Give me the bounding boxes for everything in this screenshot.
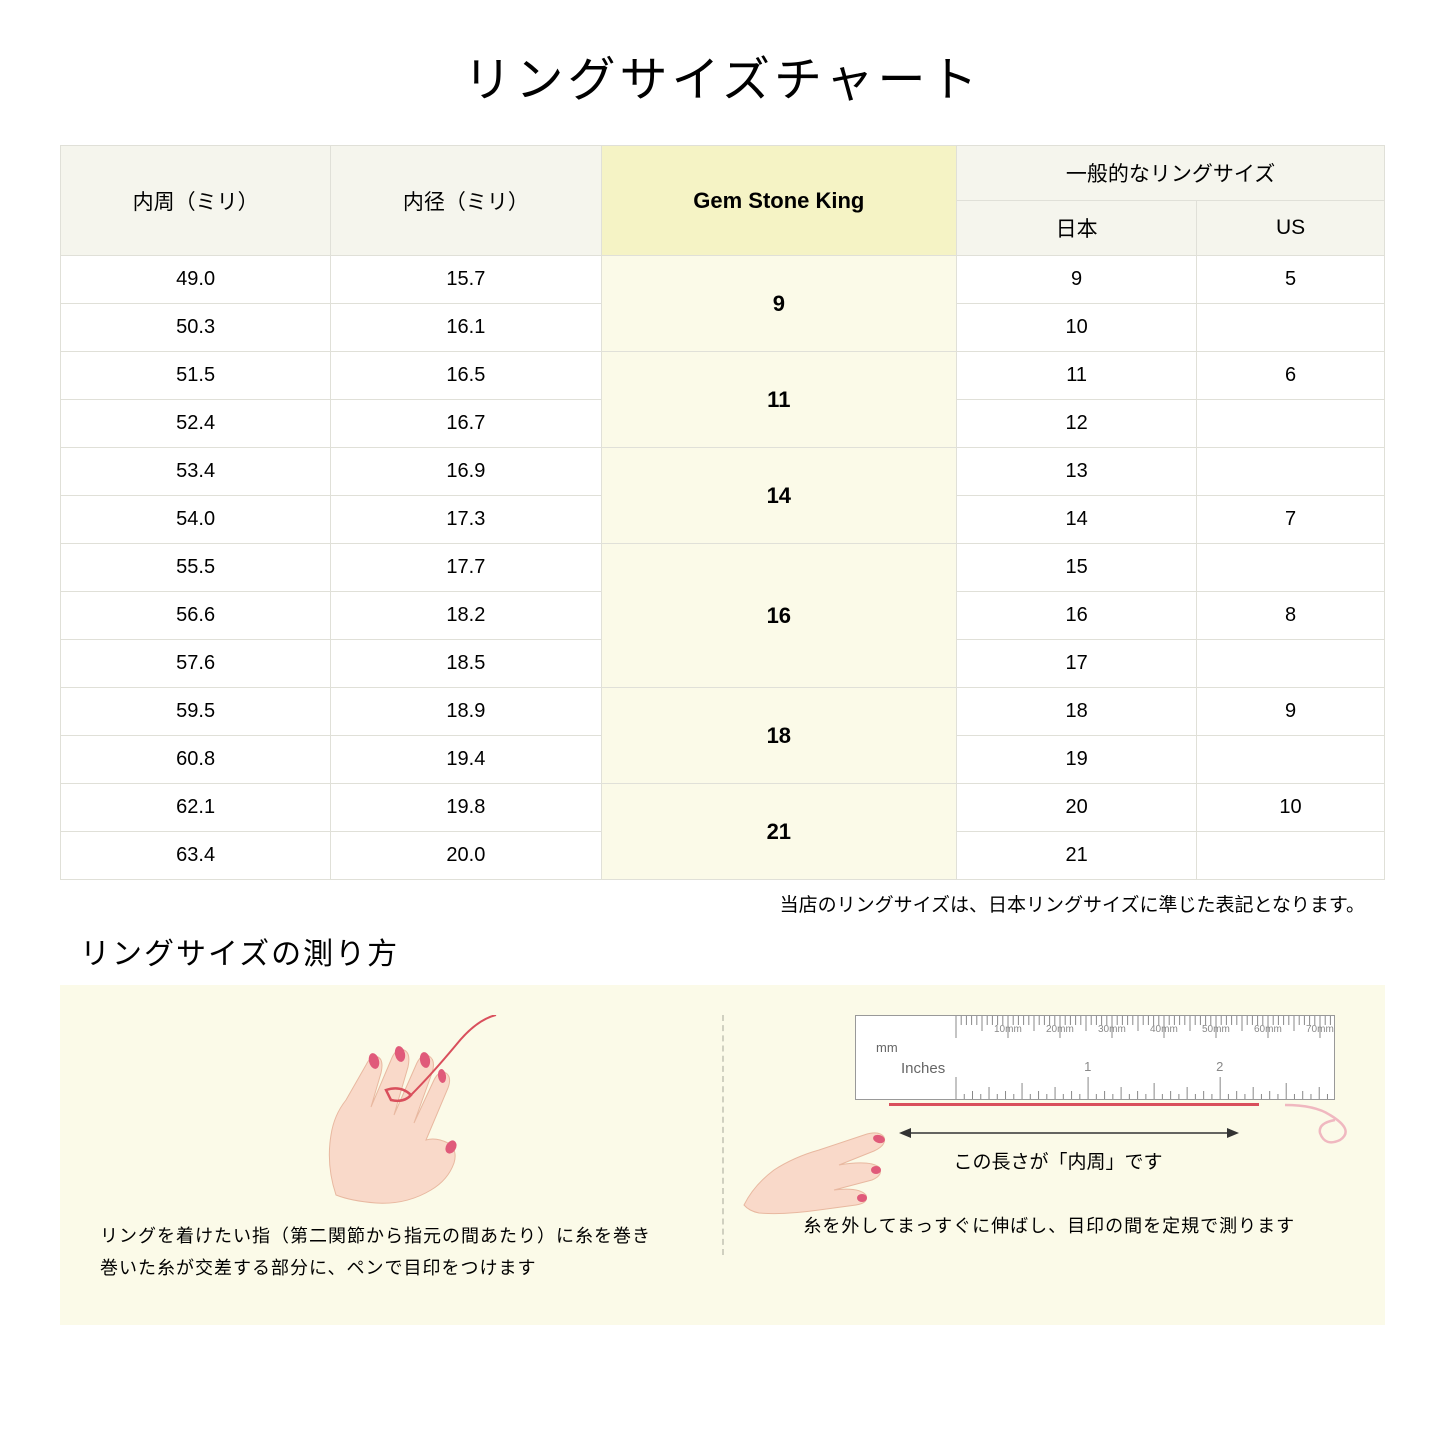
cell-japan: 12 [957,400,1197,448]
cell-us [1197,832,1385,880]
cell-us: 8 [1197,592,1385,640]
cell-diameter: 16.7 [331,400,601,448]
cell-diameter: 17.7 [331,544,601,592]
cell-us [1197,448,1385,496]
ruler-illustration: mm Inches 10mm20mm30mm40mm50mm60mm70mm 1… [855,1015,1335,1100]
page-title: リングサイズチャート [60,40,1385,110]
cell-circumference: 62.1 [61,784,331,832]
cell-circumference: 60.8 [61,736,331,784]
cell-japan: 19 [957,736,1197,784]
cell-gsk: 11 [601,352,957,448]
length-label: この長さが「内周」です [954,1147,1163,1174]
ruler-mm-tick-label: 30mm [1098,1024,1126,1035]
cell-diameter: 16.9 [331,448,601,496]
cell-us [1197,736,1385,784]
header-circumference: 内周（ミリ） [61,146,331,256]
cell-circumference: 55.5 [61,544,331,592]
table-note: 当店のリングサイズは、日本リングサイズに準じた表記となります。 [60,890,1385,917]
cell-us [1197,400,1385,448]
header-general: 一般的なリングサイズ [957,146,1385,201]
hand-wrap-illustration [236,1015,556,1205]
header-gsk: Gem Stone King [601,146,957,256]
cell-circumference: 59.5 [61,688,331,736]
ruler-mm-tick-label: 50mm [1202,1024,1230,1035]
table-row: 51.516.511116 [61,352,1385,400]
cell-gsk: 9 [601,256,957,352]
cell-diameter: 17.3 [331,496,601,544]
instruction-panel-1: リングを着けたい指（第二関節から指元の間あたり）に糸を巻き 巻いた糸が交差する部… [70,1005,722,1295]
measure-subtitle: リングサイズの測り方 [80,929,1385,973]
instruction-text-1: リングを着けたい指（第二関節から指元の間あたり）に糸を巻き 巻いた糸が交差する部… [100,1220,692,1285]
cell-japan: 16 [957,592,1197,640]
measurement-arrow [899,1123,1239,1143]
cell-us: 6 [1197,352,1385,400]
cell-gsk: 21 [601,784,957,880]
table-row: 59.518.918189 [61,688,1385,736]
cell-diameter: 18.2 [331,592,601,640]
ruler-mm-tick-label: 20mm [1046,1024,1074,1035]
cell-japan: 13 [957,448,1197,496]
cell-japan: 9 [957,256,1197,304]
instruction-panel-2: mm Inches 10mm20mm30mm40mm50mm60mm70mm 1… [724,1005,1376,1295]
thread-line [889,1103,1259,1106]
table-row: 62.119.8212010 [61,784,1385,832]
thread-curl [1285,1085,1375,1155]
cell-gsk: 14 [601,448,957,544]
cell-circumference: 56.6 [61,592,331,640]
cell-us: 7 [1197,496,1385,544]
cell-diameter: 20.0 [331,832,601,880]
cell-circumference: 63.4 [61,832,331,880]
cell-japan: 14 [957,496,1197,544]
size-chart-table: 内周（ミリ） 内径（ミリ） Gem Stone King 一般的なリングサイズ … [60,145,1385,880]
header-diameter: 内径（ミリ） [331,146,601,256]
cell-japan: 10 [957,304,1197,352]
header-us: US [1197,201,1385,256]
table-row: 55.517.71615 [61,544,1385,592]
ruler-in-tick-label: 1 [1084,1059,1091,1074]
ruler-mm-tick-label: 40mm [1150,1024,1178,1035]
ruler-mm-label: mm [876,1040,898,1055]
cell-circumference: 52.4 [61,400,331,448]
cell-diameter: 18.9 [331,688,601,736]
ruler-mm-tick-label: 10mm [994,1024,1022,1035]
cell-circumference: 54.0 [61,496,331,544]
ruler-in-tick-label: 2 [1216,1059,1223,1074]
cell-diameter: 18.5 [331,640,601,688]
cell-us: 10 [1197,784,1385,832]
cell-circumference: 50.3 [61,304,331,352]
ruler-mm-tick-label: 70mm [1306,1024,1334,1035]
cell-diameter: 16.1 [331,304,601,352]
cell-diameter: 15.7 [331,256,601,304]
cell-us [1197,304,1385,352]
cell-japan: 15 [957,544,1197,592]
cell-diameter: 19.8 [331,784,601,832]
cell-diameter: 16.5 [331,352,601,400]
cell-gsk: 18 [601,688,957,784]
table-row: 49.015.7995 [61,256,1385,304]
cell-us: 5 [1197,256,1385,304]
cell-us: 9 [1197,688,1385,736]
cell-circumference: 57.6 [61,640,331,688]
table-row: 53.416.91413 [61,448,1385,496]
cell-japan: 11 [957,352,1197,400]
instructions-container: リングを着けたい指（第二関節から指元の間あたり）に糸を巻き 巻いた糸が交差する部… [60,985,1385,1325]
header-japan: 日本 [957,201,1197,256]
cell-us [1197,640,1385,688]
cell-japan: 17 [957,640,1197,688]
cell-japan: 21 [957,832,1197,880]
cell-circumference: 49.0 [61,256,331,304]
hand-hold-illustration [734,1075,914,1215]
cell-japan: 20 [957,784,1197,832]
cell-japan: 18 [957,688,1197,736]
cell-circumference: 51.5 [61,352,331,400]
ruler-mm-tick-label: 60mm [1254,1024,1282,1035]
cell-diameter: 19.4 [331,736,601,784]
cell-gsk: 16 [601,544,957,688]
cell-us [1197,544,1385,592]
cell-circumference: 53.4 [61,448,331,496]
